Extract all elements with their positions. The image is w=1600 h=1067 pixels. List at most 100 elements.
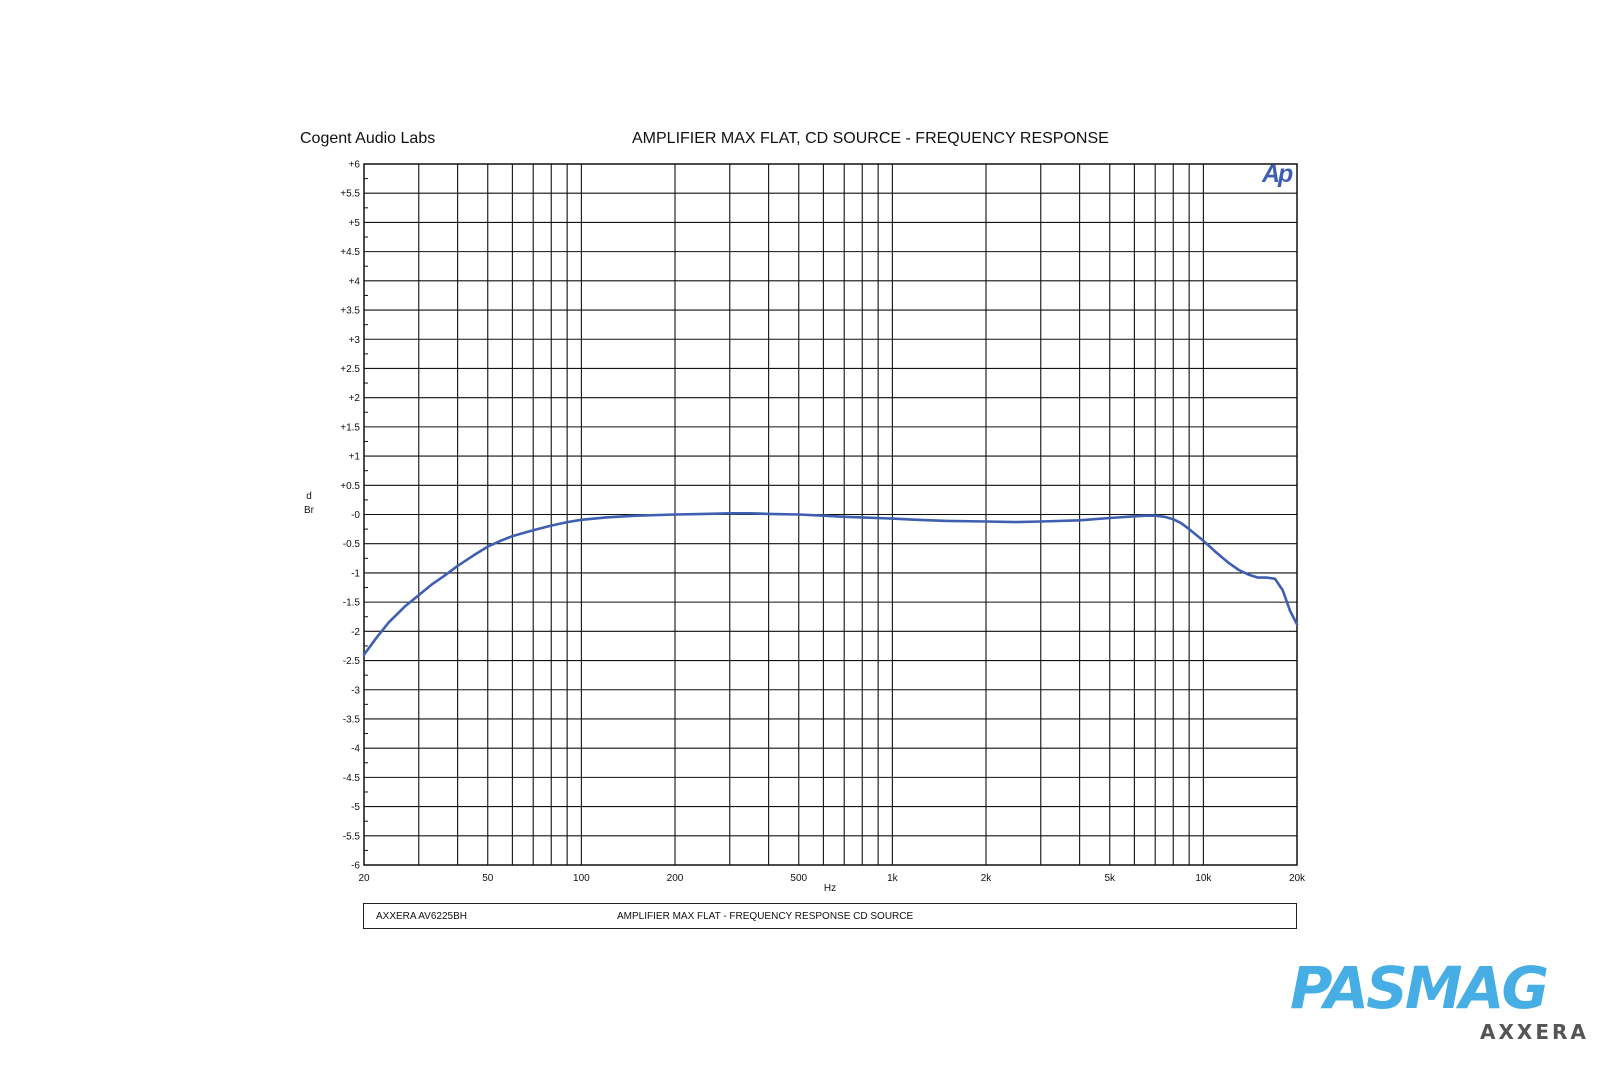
data-point [456, 565, 459, 567]
y-tick-label: +3.5 [340, 306, 360, 317]
x-tick-label: 20k [1289, 873, 1306, 884]
chart-title: AMPLIFIER MAX FLAT, CD SOURCE - FREQUENC… [632, 130, 1109, 147]
y-tick-label: -6 [351, 861, 360, 872]
chart-grid [363, 163, 1298, 866]
x-axis-ticks: 20 50 100 200 500 1k 2k 5k 10k 20k [358, 873, 1306, 884]
y-tick-label: +1 [349, 452, 361, 463]
y-tick-label: -0 [351, 510, 360, 521]
data-point [1248, 573, 1250, 576]
footer-model-label: AXXERA AV6225BH [376, 911, 467, 922]
ap-logo-icon: Ap [1262, 160, 1293, 188]
data-point [387, 621, 390, 624]
data-point [430, 583, 433, 586]
data-point [767, 513, 770, 515]
data-point [376, 636, 378, 638]
x-tick-label: 50 [482, 873, 494, 884]
data-point [550, 524, 552, 527]
y-tick-label: +1.5 [340, 422, 360, 433]
y-tick-label: -5.5 [343, 831, 361, 842]
data-point [566, 521, 568, 523]
x-tick-label: 500 [790, 873, 807, 884]
y-axis-ticks: +6 +5.5 +5 +4.5 +4 +3.5 +3 +2.5 +2 +1.5 +1 +0.5 -0 -0… [340, 160, 360, 872]
data-point [946, 520, 948, 522]
data-point [1040, 520, 1042, 523]
data-point [1015, 521, 1017, 523]
data-point [1154, 514, 1156, 517]
data-point [487, 545, 489, 548]
data-point [1180, 522, 1183, 525]
x-tick-label: 1k [887, 873, 899, 884]
y-tick-label: +5.5 [340, 189, 360, 200]
x-tick-label: 2k [981, 873, 993, 884]
y-tick-label: -4 [351, 744, 360, 755]
y-tick-label: -3.5 [343, 714, 361, 725]
y-tick-label: -4.5 [343, 773, 361, 784]
data-point [729, 512, 731, 515]
data-point [418, 594, 420, 596]
data-point [635, 514, 637, 517]
y-axis-label: dBr [304, 491, 314, 516]
data-point [532, 529, 534, 532]
data-point [1144, 514, 1146, 517]
data-point [1238, 569, 1240, 571]
data-point [1215, 551, 1218, 554]
y-tick-label: +2 [349, 393, 361, 404]
data-point [843, 516, 845, 518]
data-point [704, 513, 706, 515]
data-point [822, 514, 825, 517]
y-tick-label: +0.5 [340, 481, 360, 492]
pasmag-brand-subtitle: AXXERA [1480, 1020, 1589, 1044]
data-point [1188, 528, 1190, 530]
data-point [1163, 516, 1166, 518]
data-point [861, 516, 863, 519]
y-tick-label: +6 [349, 160, 361, 171]
pasmag-logo: PASMAG [1290, 954, 1549, 1022]
y-tick-label: +4.5 [340, 247, 360, 258]
y-tick-label: +2.5 [340, 364, 360, 375]
x-tick-label: 20 [358, 873, 370, 884]
data-point [605, 516, 607, 519]
plot-frame [363, 163, 1298, 866]
data-point [1172, 518, 1174, 520]
data-point [499, 540, 502, 542]
data-point [403, 606, 406, 608]
footer-caption-box: AXXERA AV6225BH AMPLIFIER MAX FLAT - FRE… [363, 903, 1297, 929]
x-tick-label: 10k [1195, 873, 1212, 884]
data-point [1227, 561, 1229, 564]
data-point [1078, 519, 1081, 522]
y-tick-label: -3 [351, 685, 360, 696]
y-tick-label: -1.5 [343, 598, 361, 609]
data-point [891, 517, 894, 520]
data-point [985, 520, 987, 523]
y-tick-label: -0.5 [343, 539, 361, 550]
data-point [674, 513, 676, 516]
data-point [363, 653, 365, 656]
y-tick-label: -2.5 [343, 656, 361, 667]
data-point [511, 535, 514, 537]
y-tick-label: +4 [349, 276, 361, 287]
y-tick-label: -1 [351, 568, 360, 579]
y-tick-label: +5 [349, 218, 361, 229]
trace-layer [362, 511, 1299, 657]
data-point [472, 554, 475, 557]
data-point [1257, 576, 1259, 579]
data-point [1202, 540, 1205, 542]
data-point [1282, 589, 1284, 592]
brand-label: Cogent Audio Labs [300, 130, 436, 147]
y-tick-label: -2 [351, 627, 360, 638]
data-point [1274, 578, 1276, 580]
x-tick-label: 5k [1104, 873, 1116, 884]
data-point [1133, 515, 1136, 518]
data-point [798, 513, 800, 516]
data-point [1296, 623, 1298, 626]
x-tick-label: 100 [573, 873, 590, 884]
data-point [1289, 610, 1291, 612]
x-axis-label: Hz [823, 883, 837, 894]
x-tick-label: 200 [667, 873, 684, 884]
footer-description-label: AMPLIFIER MAX FLAT - FREQUENCY RESPONSE … [617, 911, 914, 922]
data-point [1266, 576, 1268, 579]
data-point [749, 512, 752, 515]
data-point [916, 519, 918, 521]
series-line-0 [362, 511, 1299, 657]
